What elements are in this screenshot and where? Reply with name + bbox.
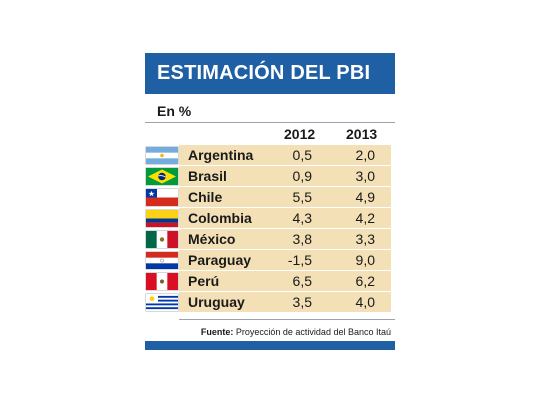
- column-headers: 2012 2013: [145, 126, 395, 144]
- source-text: Proyección de actividad del Banco Itaú: [235, 327, 391, 337]
- row-band: [179, 292, 391, 312]
- mexico-flag-icon: [146, 231, 178, 248]
- divider-bottom: [179, 319, 395, 320]
- value-2013: 4,0: [355, 294, 375, 310]
- table-row: México 3,8 3,3: [145, 229, 395, 249]
- argentina-flag-icon: [146, 147, 178, 164]
- value-2012: -1,5: [287, 252, 312, 268]
- country-name: Perú: [188, 273, 220, 289]
- row-band: [179, 229, 391, 249]
- country-name: Brasil: [188, 168, 227, 184]
- column-header-2013: 2013: [346, 126, 378, 142]
- table-row: Paraguay -1,5 9,0: [145, 250, 395, 270]
- row-band: [179, 208, 391, 228]
- table-row: Brasil 0,9 3,0: [145, 166, 395, 186]
- source-label: Fuente:: [200, 327, 234, 337]
- chile-flag-icon: [146, 189, 178, 206]
- paraguay-flag-icon: [146, 252, 178, 269]
- value-2012: 0,5: [292, 147, 312, 163]
- table-row: Colombia 4,3 4,2: [145, 208, 395, 228]
- table-row: Perú 6,5 6,2: [145, 271, 395, 291]
- country-name: Chile: [188, 189, 223, 205]
- value-2012: 3,8: [292, 231, 312, 247]
- country-name: Colombia: [188, 210, 252, 226]
- value-2013: 4,2: [355, 210, 375, 226]
- divider-top: [145, 122, 395, 123]
- column-header-2012: 2012: [284, 126, 316, 142]
- value-2012: 6,5: [292, 273, 312, 289]
- value-2013: 2,0: [355, 147, 375, 163]
- value-2012: 0,9: [292, 168, 312, 184]
- country-name: Uruguay: [188, 294, 245, 310]
- value-2012: 3,5: [292, 294, 312, 310]
- row-band: [179, 145, 391, 165]
- row-band: [179, 187, 391, 207]
- source-note: Fuente: Proyección de actividad del Banc…: [201, 327, 391, 337]
- value-2013: 6,2: [355, 273, 375, 289]
- row-band: [179, 271, 391, 291]
- unit-label: En %: [157, 103, 192, 119]
- country-name: Paraguay: [188, 252, 252, 268]
- row-band: [179, 166, 391, 186]
- uruguay-flag-icon: [146, 294, 178, 311]
- brazil-flag-icon: [146, 168, 178, 185]
- value-2013: 3,0: [355, 168, 375, 184]
- value-2013: 9,0: [355, 252, 375, 268]
- table-row: Chile 5,5 4,9: [145, 187, 395, 207]
- row-band: [179, 250, 391, 270]
- colombia-flag-icon: [146, 210, 178, 227]
- table-row: Uruguay 3,5 4,0: [145, 292, 395, 312]
- country-name: Argentina: [188, 147, 254, 163]
- country-name: México: [188, 231, 236, 247]
- peru-flag-icon: [146, 273, 178, 290]
- value-2013: 3,3: [355, 231, 375, 247]
- value-2012: 5,5: [292, 189, 312, 205]
- footer-bar: [145, 341, 395, 350]
- chart-title: ESTIMACIÓN DEL PBI: [157, 62, 371, 84]
- table-row: Argentina 0,5 2,0: [145, 145, 395, 165]
- gdp-estimate-card: ESTIMACIÓN DEL PBI En % 2012 2013 Argent…: [145, 53, 395, 350]
- value-2013: 4,9: [355, 189, 375, 205]
- title-banner: ESTIMACIÓN DEL PBI: [145, 53, 395, 94]
- value-2012: 4,3: [292, 210, 312, 226]
- table-body: Argentina 0,5 2,0 Brasil 0,9 3,0 Chile 5,5 4,9 Co…: [145, 145, 395, 313]
